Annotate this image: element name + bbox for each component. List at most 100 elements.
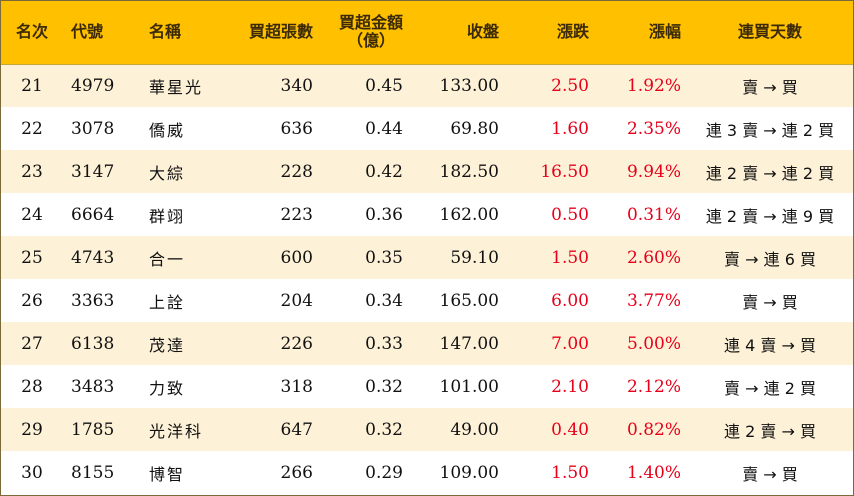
header-change: 漲跌 xyxy=(556,22,589,42)
table-header-row: 名次 代號 名稱 買超張數 買超金額 （億） 收盤 漲跌 漲幅 連買天數 xyxy=(1,1,853,64)
cell-streak: 連 2 賣 → 買 xyxy=(724,421,816,441)
cell-code: 6664 xyxy=(71,204,115,225)
table-row: 23 3147 大綜 228 0.42 182.50 16.50 9.94% 連… xyxy=(1,150,853,193)
cell-code: 6138 xyxy=(71,333,115,354)
cell-change: 1.50 xyxy=(551,247,589,268)
cell-net-amount: 0.44 xyxy=(365,118,403,139)
cell-code: 1785 xyxy=(71,419,115,440)
cell-close: 133.00 xyxy=(439,75,499,96)
cell-rank: 21 xyxy=(21,75,43,96)
cell-rank: 29 xyxy=(21,419,43,440)
cell-pct: 2.12% xyxy=(626,376,681,397)
table-row: 27 6138 茂達 226 0.33 147.00 7.00 5.00% 連 … xyxy=(1,322,853,365)
cell-code: 3483 xyxy=(71,376,115,397)
cell-close: 147.00 xyxy=(439,333,499,354)
cell-change: 6.00 xyxy=(551,290,589,311)
table-row: 25 4743 合一 600 0.35 59.10 1.50 2.60% 賣 →… xyxy=(1,236,853,279)
table-row: 28 3483 力致 318 0.32 101.00 2.10 2.12% 賣 … xyxy=(1,365,853,408)
cell-streak: 連 2 賣 → 連 9 買 xyxy=(705,206,835,226)
cell-streak: 連 2 賣 → 連 2 買 xyxy=(705,163,835,183)
table-row: 24 6664 群翊 223 0.36 162.00 0.50 0.31% 連 … xyxy=(1,193,853,236)
cell-pct: 3.77% xyxy=(626,290,681,311)
cell-rank: 23 xyxy=(21,161,43,182)
header-streak: 連買天數 xyxy=(737,22,802,42)
cell-change: 0.40 xyxy=(551,419,589,440)
cell-streak: 賣 → 連 2 買 xyxy=(724,378,816,398)
cell-close: 69.80 xyxy=(450,118,499,139)
cell-net-amount: 0.29 xyxy=(365,462,403,483)
table-row: 22 3078 僑威 636 0.44 69.80 1.60 2.35% 連 3… xyxy=(1,107,853,150)
cell-pct: 0.31% xyxy=(626,204,681,225)
table-row: 30 8155 博智 266 0.29 109.00 1.50 1.40% 賣 … xyxy=(1,451,853,494)
header-net-amount-line2: （億） xyxy=(346,31,395,51)
header-rank: 名次 xyxy=(15,22,48,42)
cell-name: 茂達 xyxy=(149,335,186,355)
cell-net-amount: 0.36 xyxy=(365,204,403,225)
cell-change: 0.50 xyxy=(551,204,589,225)
cell-rank: 24 xyxy=(21,204,43,225)
cell-change: 1.60 xyxy=(551,118,589,139)
header-close: 收盤 xyxy=(466,22,499,42)
cell-rank: 30 xyxy=(21,462,43,483)
cell-streak: 連 4 賣 → 買 xyxy=(724,335,816,355)
cell-name: 博智 xyxy=(149,464,186,484)
header-name: 名稱 xyxy=(149,22,182,42)
cell-name: 上詮 xyxy=(149,292,186,312)
cell-close: 165.00 xyxy=(439,290,499,311)
table-row: 21 4979 華星光 340 0.45 133.00 2.50 1.92% 賣… xyxy=(1,64,853,107)
cell-net-lots: 318 xyxy=(280,376,313,397)
cell-close: 59.10 xyxy=(450,247,499,268)
cell-net-lots: 226 xyxy=(280,333,313,354)
cell-pct: 2.60% xyxy=(626,247,681,268)
cell-name: 群翊 xyxy=(149,206,186,226)
cell-net-lots: 340 xyxy=(280,75,313,96)
cell-rank: 26 xyxy=(21,290,43,311)
cell-streak: 連 3 賣 → 連 2 買 xyxy=(705,120,835,140)
cell-rank: 22 xyxy=(21,118,43,139)
cell-net-lots: 647 xyxy=(280,419,313,440)
header-net-amount-line1: 買超金額 xyxy=(338,13,403,33)
cell-code: 4979 xyxy=(71,75,115,96)
table-row: 26 3363 上詮 204 0.34 165.00 6.00 3.77% 賣 … xyxy=(1,279,853,322)
table-body: 21 4979 華星光 340 0.45 133.00 2.50 1.92% 賣… xyxy=(1,64,853,494)
cell-streak: 賣 → 連 6 買 xyxy=(724,249,816,269)
cell-close: 162.00 xyxy=(439,204,499,225)
cell-change: 2.10 xyxy=(551,376,589,397)
cell-code: 4743 xyxy=(71,247,115,268)
cell-net-amount: 0.34 xyxy=(365,290,403,311)
cell-pct: 9.94% xyxy=(626,161,681,182)
cell-close: 101.00 xyxy=(439,376,499,397)
cell-change: 1.50 xyxy=(551,462,589,483)
cell-streak: 賣 → 買 xyxy=(742,292,798,312)
table-row: 29 1785 光洋科 647 0.32 49.00 0.40 0.82% 連 … xyxy=(1,408,853,451)
cell-net-amount: 0.32 xyxy=(365,419,403,440)
cell-name: 僑威 xyxy=(149,120,186,140)
cell-code: 3147 xyxy=(71,161,115,182)
cell-code: 8155 xyxy=(71,462,115,483)
cell-code: 3078 xyxy=(71,118,115,139)
cell-name: 光洋科 xyxy=(149,421,204,441)
cell-rank: 27 xyxy=(21,333,43,354)
header-net-amount: 買超金額 （億） xyxy=(319,1,409,64)
cell-net-amount: 0.45 xyxy=(365,75,403,96)
cell-name: 華星光 xyxy=(149,77,204,97)
header-code: 代號 xyxy=(71,22,104,42)
cell-net-amount: 0.42 xyxy=(365,161,403,182)
cell-rank: 25 xyxy=(21,247,43,268)
cell-pct: 5.00% xyxy=(626,333,681,354)
cell-net-amount: 0.32 xyxy=(365,376,403,397)
cell-net-lots: 266 xyxy=(280,462,313,483)
cell-net-lots: 204 xyxy=(280,290,313,311)
cell-net-lots: 600 xyxy=(280,247,313,268)
cell-streak: 賣 → 買 xyxy=(742,77,798,97)
cell-name: 大綜 xyxy=(149,163,186,183)
cell-net-amount: 0.33 xyxy=(365,333,403,354)
cell-name: 合一 xyxy=(149,249,186,269)
cell-net-lots: 636 xyxy=(280,118,313,139)
cell-rank: 28 xyxy=(21,376,43,397)
cell-change: 16.50 xyxy=(540,161,589,182)
header-net-lots: 買超張數 xyxy=(248,22,313,42)
cell-code: 3363 xyxy=(71,290,115,311)
